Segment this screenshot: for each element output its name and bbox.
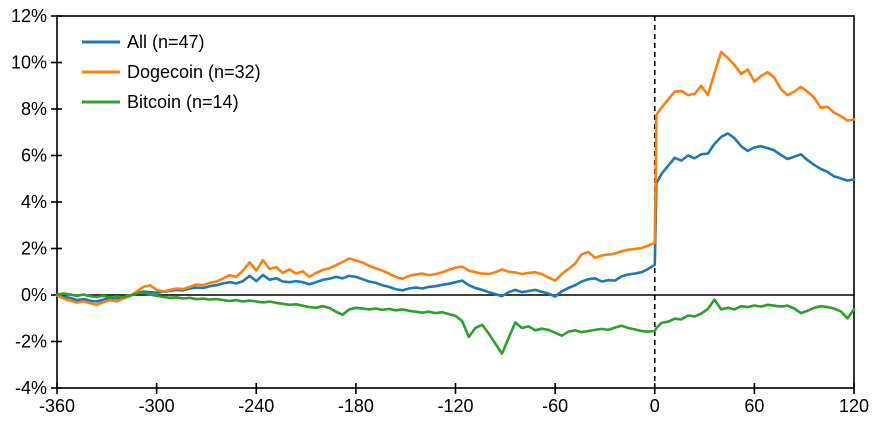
x-tick-label: -360 <box>39 396 75 416</box>
y-tick-label: -4% <box>15 378 47 398</box>
series-line-dogecoin-n-32 <box>55 50 856 307</box>
y-tick-label: 2% <box>21 239 47 259</box>
y-tick-label: 10% <box>11 53 47 73</box>
legend-item-all-n-47: All (n=47) <box>82 32 205 52</box>
legend-label-all-n-47: All (n=47) <box>127 32 205 52</box>
y-tick-label: 0% <box>21 285 47 305</box>
x-tick-label: 120 <box>839 396 869 416</box>
legend-item-dogecoin-n-32: Dogecoin (n=32) <box>82 62 261 82</box>
x-tick-label: -300 <box>139 396 175 416</box>
y-tick-label: -2% <box>15 332 47 352</box>
y-tick-label: 8% <box>21 99 47 119</box>
x-tick-label: 0 <box>650 396 660 416</box>
x-tick-label: -120 <box>437 396 473 416</box>
x-tick-label: -60 <box>542 396 568 416</box>
x-tick-label: -180 <box>338 396 374 416</box>
legend: All (n=47) Dogecoin (n=32) Bitcoin (n=14) <box>82 32 261 112</box>
legend-item-bitcoin-n-14: Bitcoin (n=14) <box>82 92 239 112</box>
legend-label-bitcoin-n-14: Bitcoin (n=14) <box>127 92 239 112</box>
legend-label-dogecoin-n-32: Dogecoin (n=32) <box>127 62 261 82</box>
y-tick-label: 6% <box>21 146 47 166</box>
x-tick-label: -240 <box>238 396 274 416</box>
x-tick-label: 60 <box>744 396 764 416</box>
series-line-all-n-47 <box>55 132 856 303</box>
y-tick-label: 12% <box>11 6 47 26</box>
y-tick-label: 4% <box>21 192 47 212</box>
series-line-bitcoin-n-14 <box>55 291 856 355</box>
